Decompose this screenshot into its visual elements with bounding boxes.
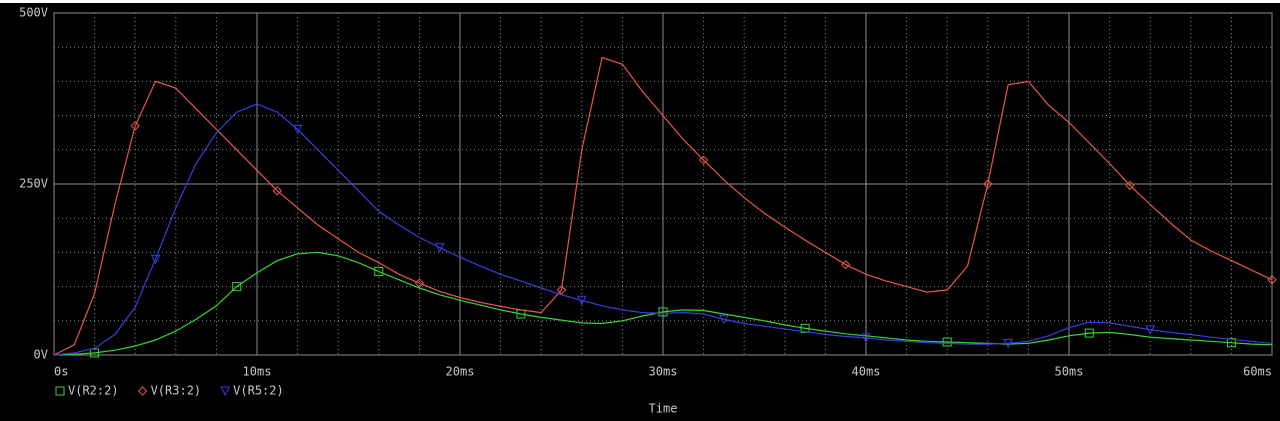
y-tick-label: 0V [34,348,48,362]
y-tick-label: 500V [19,6,48,20]
data-point-marker [130,121,140,131]
data-point-marker [861,333,871,344]
data-point-marker [272,186,283,196]
legend-label: V(R2:2) [68,384,119,398]
data-point-marker [1145,325,1156,335]
data-point-marker [1226,338,1236,348]
data-point-marker [1084,328,1094,338]
x-tick-label: 20ms [446,365,475,379]
data-point-marker [434,243,445,253]
data-point-marker [800,323,810,333]
data-point-marker [576,295,587,306]
x-tick-label: 0s [54,365,68,379]
data-point-marker [983,179,993,189]
legend-marker [220,386,230,397]
data-point-marker [90,348,100,358]
data-point-marker [942,337,952,347]
data-point-marker [1003,338,1013,349]
series-line [53,251,1273,356]
x-axis-label: Time [649,402,678,416]
y-tick-label: 250V [19,177,48,191]
x-tick-label: 50ms [1055,365,1084,379]
x-tick-label: 10ms [243,365,272,379]
x-tick-label: 30ms [649,365,678,379]
data-point-marker [556,285,567,295]
series-line [53,56,1273,356]
data-point-marker [1125,180,1135,191]
data-point-marker [150,254,161,265]
series-line [53,103,1273,356]
data-point-marker [232,282,242,292]
window-edge [0,0,1280,3]
legend-label: V(R5:2) [233,384,284,398]
data-point-marker [414,278,425,288]
legend-label: V(R3:2) [151,384,202,398]
legend-marker [55,386,65,396]
data-point-marker [1267,275,1277,285]
data-point-marker [292,124,303,135]
x-tick-label: 40ms [852,365,881,379]
data-point-marker [719,314,729,325]
data-point-marker [658,307,668,317]
data-point-marker [840,260,851,270]
data-point-marker [698,155,709,165]
legend-marker [137,386,148,396]
x-tick-label: 60ms [1243,365,1272,379]
data-point-marker [374,267,384,277]
